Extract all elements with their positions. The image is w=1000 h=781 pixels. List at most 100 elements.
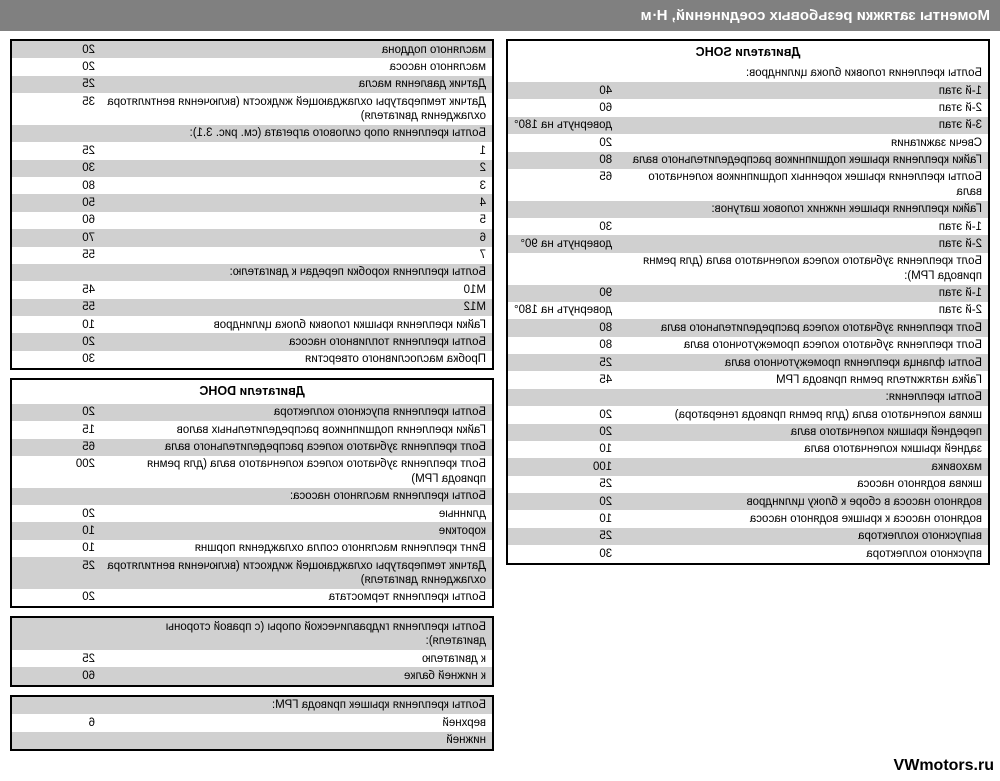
row-label: маховика [618, 458, 989, 475]
table-row: Болты крепления крышек привода ГРМ: [11, 696, 493, 714]
row-value: 55 [11, 247, 101, 264]
table-row: Болты крепления топливного насоса20 [11, 333, 493, 350]
row-label: Болты крепления: [618, 389, 989, 406]
row-label: Болты крепления опор силового агрегата (… [101, 125, 493, 142]
table-row: 2-й этапдовернуть на 90° [507, 235, 989, 252]
row-value: 10 [507, 510, 618, 527]
row-label: 7 [101, 247, 493, 264]
row-label: Болт крепления зубчатого колеса распреде… [618, 319, 989, 336]
row-value: 25 [11, 142, 101, 159]
table-row: Болт крепления зубчатого колеса промежут… [507, 337, 989, 354]
table-row: Гайки крепления крышек подшипников распр… [507, 152, 989, 169]
row-label: Болты фланца крепления промежуточного ва… [618, 354, 989, 371]
table-row: масляного насоса20 [11, 58, 493, 75]
table-row: 125 [11, 142, 493, 159]
row-value [507, 253, 618, 285]
table-row: Болт крепления зубчатого колеса распреде… [11, 439, 493, 456]
row-value [11, 488, 101, 505]
row-label: 5 [101, 212, 493, 229]
row-value: 35 [11, 93, 101, 125]
table-row: задней крышки коленчатого вала10 [507, 441, 989, 458]
row-value: 20 [507, 134, 618, 151]
table-row: Болт крепления зубчатого колеса коленчат… [507, 253, 989, 285]
table-row: к нижней балке60 [11, 667, 493, 685]
row-value: 25 [11, 76, 101, 93]
row-label: 2 [101, 160, 493, 177]
row-label: Болты крепления впускного коллектора [101, 404, 493, 421]
row-label: водяного насоса в сборе к блоку цилиндро… [618, 493, 989, 510]
table-row: Болты крепления опор силового агрегата (… [11, 125, 493, 142]
row-label: Гайка натяжителя ремня привода ГРМ [618, 371, 989, 388]
row-label: Болты крепления масляного насоса: [101, 488, 493, 505]
row-value [507, 201, 618, 218]
row-value: 20 [11, 333, 101, 350]
row-value [507, 389, 618, 406]
columns-wrap: Двигатели SOHCБолты крепления головки бл… [0, 31, 1000, 759]
row-value [11, 732, 101, 750]
table-row: Болты крепления: [507, 389, 989, 406]
row-label: Винт крепления масляного сопла охлаждени… [101, 540, 493, 557]
row-label: 1 [101, 142, 493, 159]
row-label: Болты крепления крышек коренных подшипни… [618, 169, 989, 201]
row-value [507, 65, 618, 82]
table-row: нижней [11, 732, 493, 750]
row-value [11, 125, 101, 142]
row-value: 65 [11, 439, 101, 456]
page-title: Моменты затяжки резьбовых соединений, Н·… [0, 0, 1000, 31]
row-value [11, 264, 101, 281]
row-label: Болты крепления коробки передач к двигат… [101, 264, 493, 281]
row-value: 200 [11, 456, 101, 488]
row-value: 45 [11, 281, 101, 298]
row-value: 30 [11, 351, 101, 369]
row-label: к нижней балке [101, 667, 493, 685]
table-row: Болты крепления масляного насоса: [11, 488, 493, 505]
row-label: шкива водяного насоса [618, 476, 989, 493]
row-label: Свечи зажигания [618, 134, 989, 151]
row-label: задней крышки коленчатого вала [618, 441, 989, 458]
row-value: 100 [507, 458, 618, 475]
table-row: 3-й этапдовернуть на 180° [507, 117, 989, 134]
table-row: Болты крепления коробки передач к двигат… [11, 264, 493, 281]
table-row: 1-й этап40 [507, 82, 989, 99]
row-label: 6 [101, 229, 493, 246]
table-row: Гайки крепления крышек нижних головок ша… [507, 201, 989, 218]
row-value: 15 [11, 421, 101, 438]
row-label: Болт крепления зубчатого колеса коленчат… [101, 456, 493, 488]
table-row: впускного коллектора30 [507, 545, 989, 563]
table-row: длинные20 [11, 505, 493, 522]
table-row: Болты крепления головки блока цилиндров: [507, 65, 989, 82]
table-row: 230 [11, 160, 493, 177]
row-label: длинные [101, 505, 493, 522]
row-value: 65 [507, 169, 618, 201]
table-row: короткие10 [11, 522, 493, 539]
row-label: передней крышки коленчатого вала [618, 424, 989, 441]
left-column: Двигатели SOHCБолты крепления головки бл… [506, 39, 990, 759]
table-row: Болт крепления зубчатого колеса коленчат… [11, 456, 493, 488]
row-value: 20 [507, 406, 618, 423]
table-row: Датчик температуры охлаждающей жидкости … [11, 93, 493, 125]
row-label: 2-й этап [618, 302, 989, 319]
row-value: 25 [507, 354, 618, 371]
row-value: 80 [507, 337, 618, 354]
table-row: М1045 [11, 281, 493, 298]
table-row: 450 [11, 194, 493, 211]
table-row: 755 [11, 247, 493, 264]
table-row: масляного поддона20 [11, 40, 493, 58]
table-row: 380 [11, 177, 493, 194]
row-label: шкива коленчатого вала (для ремня привод… [618, 406, 989, 423]
row-value: 80 [507, 319, 618, 336]
row-value: 20 [11, 40, 101, 58]
right-column: масляного поддона20масляного насоса20 Дат… [10, 39, 494, 759]
row-label: к двигателю [101, 650, 493, 667]
table-row: Болты фланца крепления промежуточного ва… [507, 354, 989, 371]
row-value: 45 [507, 371, 618, 388]
row-label: Болты крепления гидравлической опоры (с … [101, 617, 493, 650]
row-value: 80 [507, 152, 618, 169]
table-row: Болты крепления впускного коллектора20 [11, 404, 493, 421]
table-row: водяного насоса к крышке водяного насоса… [507, 510, 989, 527]
row-label: Болты крепления топливного насоса [101, 333, 493, 350]
row-value: 10 [11, 522, 101, 539]
table-row: шкива водяного насоса25 [507, 476, 989, 493]
row-label: 1-й этап [618, 82, 989, 99]
table-row: к двигателю25 [11, 650, 493, 667]
